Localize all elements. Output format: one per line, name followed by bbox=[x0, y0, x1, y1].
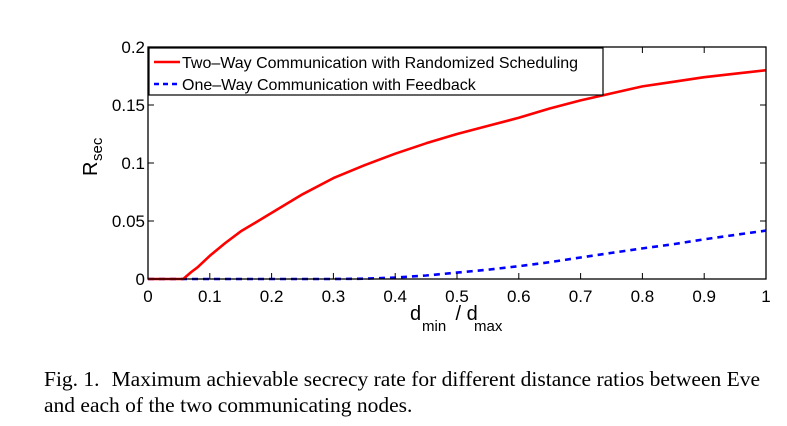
x-tick-label: 1 bbox=[761, 287, 770, 306]
y-tick-label: 0 bbox=[136, 270, 145, 289]
x-tick-label: 0.2 bbox=[260, 287, 284, 306]
figure-caption: Fig. 1. Maximum achievable secrecy rate f… bbox=[44, 366, 784, 418]
series-line-two-way bbox=[148, 68, 767, 281]
x-axis-label-sub2: max bbox=[474, 318, 503, 335]
x-tick-label: 0 bbox=[143, 287, 152, 306]
x-tick-label: 0.9 bbox=[692, 287, 716, 306]
legend-box bbox=[148, 47, 604, 96]
x-tick-label: 0.7 bbox=[569, 287, 593, 306]
x-tick-label: 0.4 bbox=[383, 287, 407, 306]
series-line-one-way bbox=[148, 229, 767, 281]
caption-text: Maximum achievable secrecy rate for diff… bbox=[44, 367, 761, 417]
y-tick-label: 0.05 bbox=[112, 212, 145, 231]
x-axis-label-sub1: min bbox=[422, 318, 446, 335]
legend: Two–Way Communication with Randomized Sc… bbox=[148, 47, 604, 96]
x-axis-label-sep: / d bbox=[450, 303, 478, 325]
series-layer bbox=[148, 68, 767, 281]
x-tick-label: 0.8 bbox=[631, 287, 655, 306]
x-axis-label: d min / d max bbox=[410, 303, 503, 335]
y-tick-label: 0.1 bbox=[121, 154, 145, 173]
x-tick-label: 0.5 bbox=[445, 287, 469, 306]
legend-label-two-way: Two–Way Communication with Randomized Sc… bbox=[182, 55, 578, 72]
caption-label: Fig. 1. bbox=[44, 367, 100, 391]
y-axis-label-main: R bbox=[80, 162, 102, 176]
x-axis-label-main: d bbox=[410, 303, 421, 325]
y-tick-label: 0.2 bbox=[121, 38, 145, 57]
legend-label-one-way: One–Way Communication with Feedback bbox=[182, 77, 477, 94]
y-axis-label-sub: sec bbox=[89, 137, 106, 161]
x-tick-label: 0.3 bbox=[322, 287, 346, 306]
x-tick-label: 0.6 bbox=[507, 287, 531, 306]
ticks-layer: 0 0.1 0.2 0.3 0.4 0.5 0.6 0.7 0.8 0.9 1 0 0.05 0.1 0.1… bbox=[112, 38, 771, 306]
chart: 0 0.1 0.2 0.3 0.4 0.5 0.6 0.7 0.8 0.9 1 0 0.05 0.1 0.1… bbox=[80, 38, 771, 335]
x-tick-label: 0.1 bbox=[198, 287, 222, 306]
y-tick-label: 0.15 bbox=[112, 96, 145, 115]
y-axis-label: R sec bbox=[80, 137, 106, 176]
